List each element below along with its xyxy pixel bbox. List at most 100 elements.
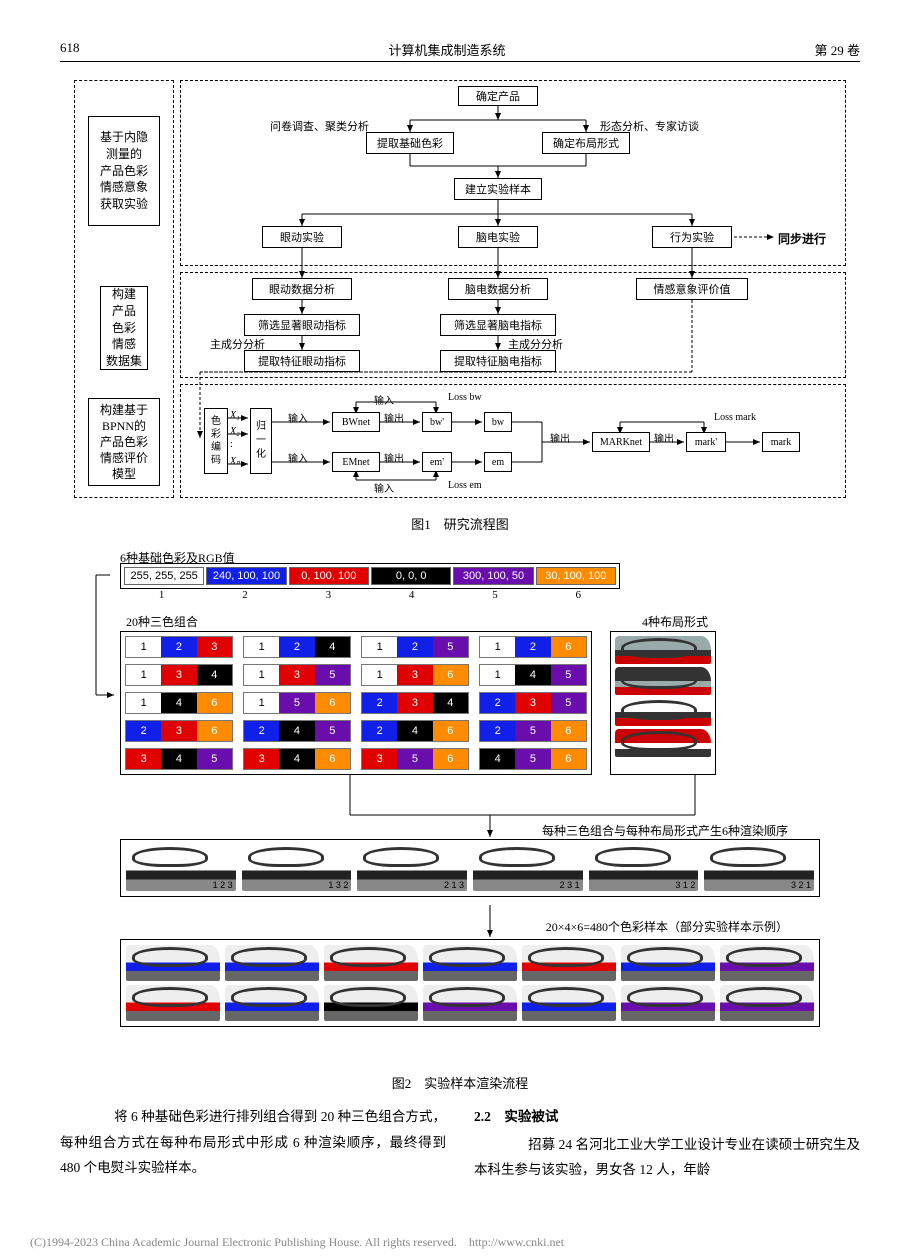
label-dots: : [230,439,233,450]
iron-sample [423,985,517,1021]
node-layout-form: 确定布局形式 [542,132,630,154]
node-mark: mark [762,432,800,452]
node-markp: mark' [686,432,726,452]
layout-box [610,631,716,775]
fig2-combos-title: 20种三色组合 [126,613,198,630]
tri-combo: 246 [361,720,469,742]
tri-combo: 356 [361,748,469,770]
label-in-em: 输入 [374,480,394,495]
figure-2: 6种基础色彩及RGB值 255, 255, 255240, 100, 1000,… [70,545,850,1065]
tri-combo: 156 [243,692,351,714]
tri-combo: 123 [125,636,233,658]
node-emp: em' [422,452,452,472]
fig2-layouts-title: 4种布局形式 [642,613,708,630]
swatch-row: 255, 255, 255240, 100, 1000, 100, 1000, … [120,563,620,589]
iron-sample [621,945,715,981]
label-in-bw: 输入 [374,392,394,407]
node-eye-feat: 提取特征眼动指标 [244,350,360,372]
label-in1: 输入 [288,410,308,425]
render-item: 2 3 1 [473,845,583,891]
tri-combo: 234 [361,692,469,714]
iron-sample [225,945,319,981]
iron-sample [621,985,715,1021]
label-x2: X₂ [230,426,240,437]
tri-combo: 256 [479,720,587,742]
swatch: 0, 0, 0 [371,567,451,585]
combo-grid: 1231241251261341351361451461562342352362… [120,631,592,775]
tri-combo: 235 [479,692,587,714]
body-right: 招募 24 名河北工业大学工业设计专业在读硕士研究生及本科生参与该实验，男女各 … [474,1132,860,1183]
body-left: 将 6 种基础色彩进行排列组合得到 20 种三色组合方式，每种组合方式在每种布局… [60,1104,446,1181]
label-out4: 输出 [654,430,674,445]
swatch: 240, 100, 100 [206,567,286,585]
body-text: 将 6 种基础色彩进行排列组合得到 20 种三色组合方式，每种组合方式在每种布局… [60,1104,860,1183]
render-item: 1 3 2 [242,845,352,891]
node-color-code: 色 彩 编 码 [204,408,228,474]
journal-title: 计算机集成制造系统 [388,40,505,59]
label-out2: 输出 [384,450,404,465]
iron-sample [720,985,814,1021]
swatch-number: 3 [287,589,370,601]
node-emotion-val: 情感意象评价值 [636,278,748,300]
swatch-number: 6 [537,589,620,601]
swatch: 30, 100, 100 [536,567,616,585]
node-eeg-feat: 提取特征脑电指标 [440,350,556,372]
tri-combo: 125 [361,636,469,658]
label-in2: 输入 [288,450,308,465]
label-survey: 问卷调查、聚类分析 [270,118,369,134]
volume: 第 29 卷 [814,40,860,59]
swatch-number: 5 [453,589,536,601]
figure-2-caption: 图2 实验样本渲染流程 [60,1073,860,1092]
figure-1: 基于内隐 测量的 产品色彩 情感意象 获取实验 构建 产品 色彩 情感 数据集 … [70,76,850,506]
node-eeg-exp: 脑电实验 [458,226,538,248]
render-row: 1 2 31 3 22 1 32 3 13 1 23 2 1 [120,839,820,897]
label-lossmark: Loss mark [714,412,756,423]
label-xn: Xₙ [230,456,240,467]
tri-combo: 136 [361,664,469,686]
node-build-sample: 建立实验样本 [454,178,542,200]
node-eeg-sig: 筛选显著脑电指标 [440,314,556,336]
iron-layout [615,729,711,757]
iron-sample [423,945,517,981]
label-sync: 同步进行 [778,230,826,247]
tri-combo: 245 [243,720,351,742]
sample-row [126,985,814,1021]
running-head: 618 计算机集成制造系统 第 29 卷 [60,40,860,62]
tri-combo: 135 [243,664,351,686]
iron-sample [720,945,814,981]
iron-layout [615,667,711,695]
node-determine-product: 确定产品 [458,86,538,106]
render-item: 1 2 3 [126,845,236,891]
iron-sample [324,985,418,1021]
iron-sample [126,985,220,1021]
tri-combo: 346 [243,748,351,770]
swatch-number: 1 [120,589,203,601]
annot-render: 每种三色组合与每种布局形式产生6种渲染顺序 [542,822,788,839]
label-out3: 输出 [550,430,570,445]
tri-combo: 124 [243,636,351,658]
iron-layout [615,698,711,726]
swatch-number: 4 [370,589,453,601]
swatch: 300, 100, 50 [453,567,533,585]
sample-row [126,945,814,981]
node-emnet: EMnet [332,452,380,472]
annot-samples: 20×4×6=480个色彩样本（部分实验样本示例） [546,918,788,935]
iron-sample [126,945,220,981]
sample-rows [120,939,820,1027]
label-x1: X₁ [230,410,240,421]
tri-combo: 126 [479,636,587,658]
node-eye-sig: 筛选显著眼动指标 [244,314,360,336]
node-bwnet: BWnet [332,412,380,432]
tri-combo: 345 [125,748,233,770]
tri-combo: 456 [479,748,587,770]
node-behav-exp: 行为实验 [652,226,732,248]
node-em: em [484,452,512,472]
iron-sample [522,945,616,981]
node-normalize: 归 一 化 [250,408,272,474]
iron-layout [615,636,711,664]
swatch: 0, 100, 100 [289,567,369,585]
label-lossbw: Loss bw [448,392,482,403]
section-head-2-2: 2.2 实验被试 [474,1104,860,1130]
swatch-num-row: 123456 [120,589,620,601]
iron-sample [225,985,319,1021]
